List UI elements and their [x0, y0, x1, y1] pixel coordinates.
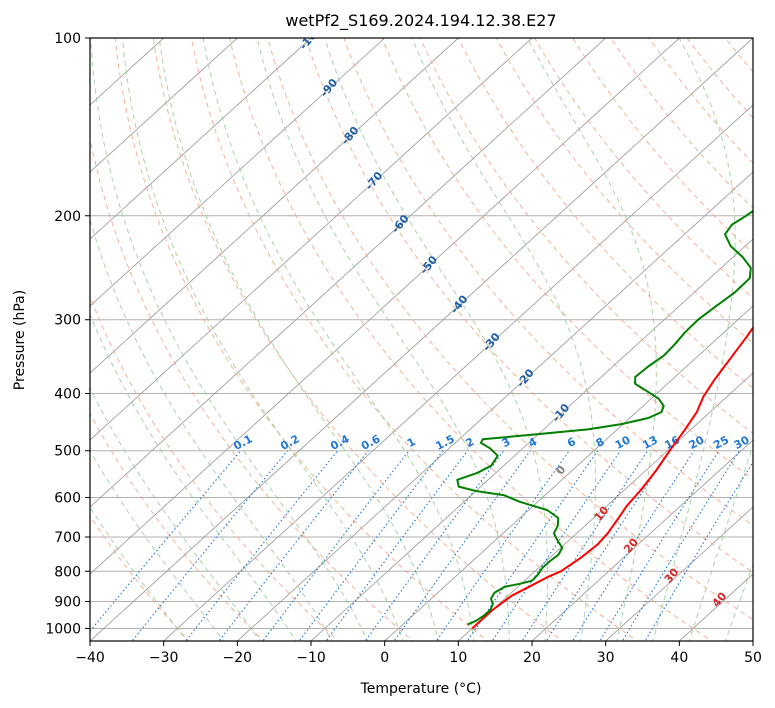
mixing-ratio-label: 20: [687, 433, 707, 452]
isotherm-line: [90, 38, 533, 441]
moist-adiabat-line: [202, 38, 475, 641]
isotherm-line: [531, 439, 753, 641]
moist-adiabat-line: [90, 38, 369, 641]
background-lines: [90, 38, 753, 641]
mixing-ratio-line: [218, 450, 369, 641]
y-tick-label: 100: [54, 31, 81, 47]
x-tick-label: 50: [744, 650, 762, 666]
isotherm-line: [458, 372, 753, 641]
isotherm-line: [384, 305, 753, 641]
x-tick-label: 0: [380, 650, 389, 666]
dry-adiabat-line: [90, 515, 190, 641]
mixing-ratio-line: [545, 450, 671, 641]
isotherm-line: [90, 38, 753, 641]
moist-adiabat-line: [527, 38, 657, 641]
isotherm-line: [163, 104, 753, 641]
dewpoint-line: [456, 209, 753, 626]
isotherm-line: [90, 38, 459, 374]
y-tick-label: 300: [54, 313, 81, 329]
moist-adiabat-line: [158, 38, 440, 641]
sounding-series: [456, 209, 753, 630]
isotherm-line: [605, 506, 753, 641]
moist-adiabat-line: [90, 313, 297, 641]
y-tick-label: 1000: [45, 621, 81, 637]
dry-adiabat-line: [114, 38, 489, 641]
moist-adiabat-line: [121, 38, 404, 641]
temperature-line: [471, 325, 753, 630]
y-axis-label: Pressure (hPa): [12, 290, 28, 390]
moist-adiabat-line: [652, 38, 736, 641]
mixing-ratio-label: 16: [662, 433, 682, 452]
mixing-ratio-line: [393, 450, 531, 641]
x-axis-label: Temperature (°C): [360, 681, 482, 697]
y-tick-label: 600: [54, 490, 81, 506]
mixing-ratio-line: [644, 461, 753, 641]
mixing-ratio-line: [491, 450, 621, 641]
x-tick-label: −10: [296, 650, 326, 666]
y-tick-label: 200: [54, 209, 81, 225]
moist-adiabat-line: [324, 38, 549, 641]
dry-adiabat-line: [90, 295, 339, 641]
mixing-ratio-line: [131, 450, 289, 641]
x-tick-label: 30: [597, 650, 615, 666]
moist-adiabat-line: [688, 443, 753, 641]
plot-frame: [89, 37, 754, 642]
dry-adiabat-line: [305, 38, 753, 573]
axis-ticks: −40 −30 −20 −10 0 10 20 30 40 50 1000 900 800 700 600 5…: [45, 31, 762, 666]
mixing-ratio-line: [435, 450, 570, 641]
isotherm-line: [90, 38, 606, 508]
dry-adiabat-line: [152, 38, 564, 641]
chart-title: wetPf2_S169.2024.194.12.38.E27: [285, 11, 556, 31]
dry-adiabat-line: [190, 38, 638, 641]
mixing-ratio-label: 30: [732, 433, 752, 452]
y-tick-label: 800: [54, 564, 81, 580]
y-tick-label: 500: [54, 444, 81, 460]
y-tick-label: 700: [54, 530, 81, 546]
mixing-ratio-line: [572, 450, 695, 641]
y-tick-label: 900: [54, 594, 81, 610]
mixing-ratio-line: [599, 450, 720, 641]
dry-adiabat-line: [495, 38, 753, 344]
isotherm-line: [90, 38, 312, 240]
x-tick-label: 20: [523, 650, 541, 666]
mixing-ratio-line: [185, 450, 339, 641]
isotherm-line: [90, 38, 238, 173]
moist-adiabat-line: [256, 38, 510, 641]
x-tick-label: −20: [223, 650, 253, 666]
x-tick-label: −40: [75, 650, 105, 666]
isotherm-line: [237, 171, 753, 641]
moist-adiabat-line: [90, 217, 333, 641]
mixing-ratio-line: [298, 450, 444, 641]
x-tick-label: 10: [449, 650, 467, 666]
x-tick-label: −30: [149, 650, 179, 666]
x-tick-label: 40: [670, 650, 688, 666]
mixing-ratio-line: [325, 450, 468, 641]
dry-adiabat-line: [90, 412, 265, 641]
dry-adiabat-line: [343, 38, 753, 527]
isotherm-line: [90, 38, 680, 575]
dry-adiabat-line: [90, 135, 414, 641]
moist-adiabat-line: [90, 386, 261, 641]
mixing-ratio-label: 25: [711, 433, 731, 452]
mixing-ratio-label: 10: [613, 433, 633, 452]
mixing-ratio-label: 13: [640, 433, 660, 452]
dry-adiabat-line: [457, 38, 753, 389]
moist-adiabat-line: [411, 38, 596, 641]
mixing-ratio-line: [521, 450, 649, 641]
moist-adiabat-line: [90, 449, 225, 641]
isotherm-line: [90, 38, 385, 307]
mixing-ratio-line: [364, 450, 505, 641]
dry-adiabat-line: [267, 38, 753, 621]
dry-adiabat-line: [228, 38, 713, 641]
y-tick-label: 400: [54, 387, 81, 403]
